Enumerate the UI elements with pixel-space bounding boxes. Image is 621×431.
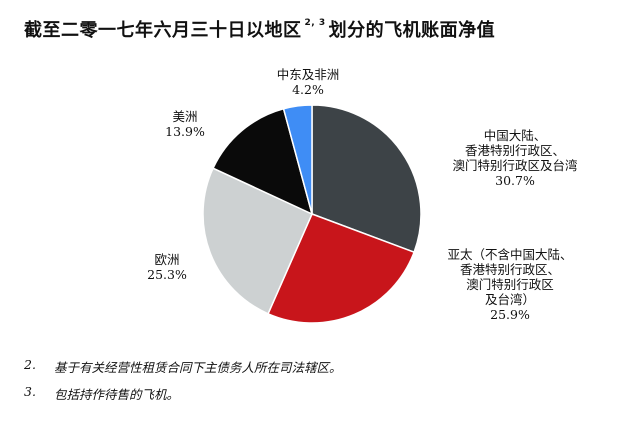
footnotes: 2. 基于有关经营性租赁合同下主债务人所在司法辖区。 3. 包括持作待售的飞机。 (24, 357, 342, 411)
slice-label-china: 中国大陆、 香港特别行政区、 澳门特别行政区及台湾 30.7% (452, 128, 578, 188)
pie-slice-europe (202, 167, 313, 315)
chart-title: 截至二零一七年六月三十日以地区 2, 3 划分的飞机账面净值 (24, 18, 496, 41)
pie-slice-asia-pacific (267, 213, 416, 324)
slice-label-europe: 欧洲 25.3% (147, 252, 187, 282)
pie-slice-china (311, 104, 422, 254)
pie-slice-americas (212, 107, 314, 216)
slice-label-asia-pacific: 亚太（不含中国大陆、 香港特别行政区、 澳门特别行政区 及台湾） 25.9% (447, 247, 573, 322)
footnote: 3. 包括持作待售的飞机。 (24, 384, 180, 402)
slice-label-americas: 美洲 13.9% (165, 109, 205, 139)
slice-label-middle-east-africa: 中东及非洲 4.2% (276, 67, 340, 97)
title-superscript: 2, 3 (304, 18, 326, 28)
footnote: 2. 基于有关经营性租赁合同下主债务人所在司法辖区。 (24, 357, 342, 375)
pie-slice-middle-east-africa (282, 104, 313, 215)
